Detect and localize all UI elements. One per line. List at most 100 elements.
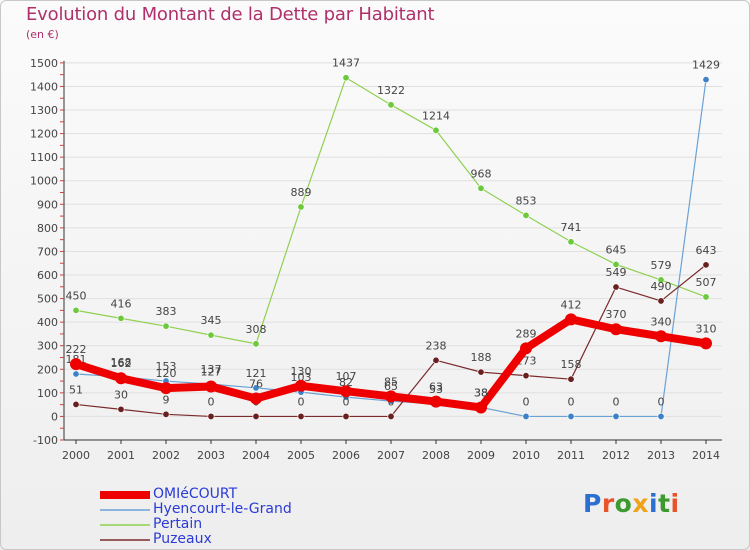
data-point-puzeaux — [252, 412, 260, 420]
data-point-puzeaux — [702, 261, 710, 269]
x-tick-label: 2003 — [197, 449, 225, 462]
x-tick-label: 2014 — [692, 449, 720, 462]
data-label-omi-court: 222 — [66, 343, 87, 356]
logo-letter: i — [670, 489, 680, 518]
data-point-puzeaux — [387, 412, 395, 420]
data-point-puzeaux — [72, 400, 80, 408]
data-label-pertain: 383 — [156, 305, 177, 318]
data-label-pertain: 889 — [291, 186, 312, 199]
data-point-omi-court — [655, 330, 667, 343]
data-point-pertain — [297, 203, 305, 211]
data-label-omi-court: 85 — [384, 375, 398, 388]
data-point-pertain — [567, 238, 575, 246]
x-tick-label: 2012 — [602, 449, 630, 462]
plot-area: -100010020030040050060070080090010001100… — [30, 57, 722, 462]
data-point-omi-court — [430, 395, 442, 408]
data-label-pertain: 741 — [561, 221, 582, 234]
data-label-hyencourt-le-grand: 1429 — [692, 59, 720, 72]
data-label-hyencourt-le-grand: 82 — [339, 376, 353, 389]
data-point-pertain — [72, 306, 80, 314]
data-point-pertain — [117, 314, 125, 322]
data-label-omi-court: 76 — [249, 378, 263, 391]
legend-item-puzeaux: Puzeaux — [100, 531, 360, 547]
data-label-omi-court: 310 — [696, 322, 717, 335]
data-point-pertain — [432, 126, 440, 134]
x-tick-label: 2004 — [242, 449, 270, 462]
data-label-hyencourt-le-grand: 0 — [568, 395, 575, 408]
data-label-pertain: 1322 — [377, 84, 405, 97]
legend-swatch-hyencourt — [100, 509, 150, 511]
data-label-puzeaux: 9 — [163, 393, 170, 406]
data-label-hyencourt-le-grand: 38 — [474, 386, 488, 399]
data-label-omi-court: 340 — [651, 315, 672, 328]
data-label-pertain: 450 — [66, 289, 87, 302]
data-label-pertain: 416 — [111, 297, 132, 310]
logo-letter: P — [583, 489, 602, 518]
legend-label-pertain: Pertain — [153, 516, 203, 532]
data-point-omi-court — [205, 380, 217, 393]
logo-letter: i — [649, 489, 659, 518]
data-label-pertain: 853 — [516, 194, 537, 207]
legend-swatch-puzeaux — [100, 539, 150, 541]
data-label-pertain: 1214 — [422, 109, 450, 122]
legend-label-puzeaux: Puzeaux — [153, 531, 212, 547]
data-label-omi-court: 107 — [336, 370, 357, 383]
data-point-omi-court — [295, 379, 307, 392]
series-line-pertain — [75, 77, 707, 345]
data-label-hyencourt-le-grand: 153 — [156, 360, 177, 373]
data-point-puzeaux — [117, 405, 125, 413]
y-tick-label: 1100 — [30, 151, 58, 164]
data-point-omi-court — [385, 390, 397, 403]
y-tick-label: 0 — [51, 410, 58, 423]
data-label-hyencourt-le-grand: 168 — [111, 356, 132, 369]
data-point-pertain — [207, 331, 215, 339]
proxiti-logo: Proxiti — [583, 489, 680, 518]
data-label-omi-court: 127 — [201, 365, 222, 378]
data-point-omi-court — [700, 337, 712, 350]
y-tick-label: 100 — [37, 387, 58, 400]
y-tick-label: 700 — [37, 245, 58, 258]
data-point-omi-court — [70, 358, 82, 371]
y-tick-label: -100 — [33, 434, 58, 447]
data-point-puzeaux — [342, 412, 350, 420]
data-label-omi-court: 120 — [156, 367, 177, 380]
data-point-hyencourt-le-grand — [567, 412, 575, 420]
data-point-puzeaux — [297, 412, 305, 420]
data-point-omi-court — [475, 401, 487, 414]
data-label-puzeaux: 490 — [651, 280, 672, 293]
legend-swatch-omiecourt — [100, 491, 150, 499]
data-point-pertain — [252, 340, 260, 348]
x-tick-label: 2011 — [557, 449, 585, 462]
data-point-hyencourt-le-grand — [657, 412, 665, 420]
legend-label-omiecourt: OMIéCOURT — [153, 486, 238, 502]
data-label-hyencourt-le-grand: 0 — [613, 395, 620, 408]
data-label-puzeaux: 643 — [696, 244, 717, 257]
logo-letter: t — [658, 489, 671, 518]
logo-letter: o — [614, 489, 633, 518]
data-point-omi-court — [520, 342, 532, 355]
x-tick-label: 2006 — [332, 449, 360, 462]
data-point-omi-court — [160, 382, 172, 395]
x-tick-label: 2001 — [107, 449, 135, 462]
x-tick-label: 2008 — [422, 449, 450, 462]
data-point-omi-court — [340, 385, 352, 398]
x-tick-label: 2002 — [152, 449, 180, 462]
legend-item-omiecourt: OMIéCOURT — [100, 486, 360, 502]
y-tick-label: 500 — [37, 293, 58, 306]
y-tick-label: 1200 — [30, 128, 58, 141]
data-label-puzeaux: 0 — [298, 395, 305, 408]
data-point-hyencourt-le-grand — [72, 370, 80, 378]
data-label-puzeaux: 51 — [69, 383, 83, 396]
data-label-puzeaux: 30 — [114, 388, 128, 401]
data-point-pertain — [342, 74, 350, 82]
chart-subtitle: (en €) — [26, 28, 59, 41]
x-tick-label: 2000 — [62, 449, 90, 462]
data-label-puzeaux: 238 — [426, 339, 447, 352]
data-label-pertain: 579 — [651, 259, 672, 272]
logo-letter: x — [632, 489, 649, 518]
y-tick-label: 900 — [37, 198, 58, 211]
data-point-puzeaux — [432, 356, 440, 364]
data-point-puzeaux — [522, 372, 530, 380]
y-tick-label: 800 — [37, 222, 58, 235]
